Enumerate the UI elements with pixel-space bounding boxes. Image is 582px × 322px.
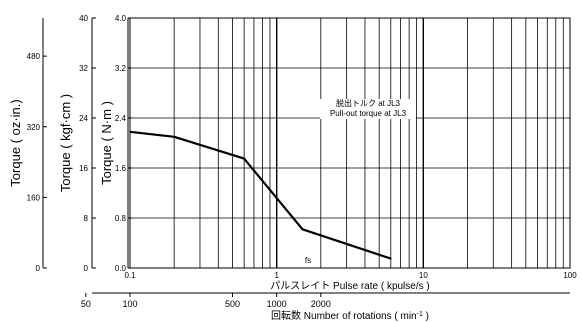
data-point <box>301 228 304 231</box>
annotation-pullout-jp: 脱出トルク at JL3 <box>336 98 401 108</box>
x-tick-label: 100 <box>563 271 577 280</box>
grid <box>129 17 571 269</box>
x-tick-label: 0.1 <box>124 271 136 280</box>
rotation-tick-label: 500 <box>225 299 240 309</box>
pullout-torque-line <box>129 130 392 260</box>
rotation-axis-label: 回転数 Number of rotations ( min-1 ) <box>271 309 429 322</box>
y-tick-label-nm: 2.4 <box>115 114 127 123</box>
plot-frame <box>129 17 571 269</box>
annotation-background <box>320 99 416 119</box>
x-axis: 0.1 1 10 100 <box>124 271 577 280</box>
rotation-tick-label: 1000 <box>267 299 287 309</box>
y-tick-label-nm: 3.2 <box>115 64 127 73</box>
x-tick-label: 1 <box>274 271 279 280</box>
x-axis-label: パルスレイト Pulse rate ( kpulse/s ) <box>270 280 429 292</box>
data-point <box>243 157 245 160</box>
annotation-fs: fs <box>305 256 311 265</box>
y-axis-label-kgfcm: Torque ( kgf·cm ) <box>58 94 73 192</box>
rotation-tick-label: 2000 <box>311 299 331 309</box>
rotation-axis-label-close: ) <box>423 311 429 322</box>
y-tick-label-kgfcm: 40 <box>79 14 88 23</box>
y-tick-label-kgfcm: 32 <box>79 64 88 73</box>
y-tick-label-kgfcm: 16 <box>79 164 88 173</box>
y-tick-label-nm: 0.8 <box>115 214 127 223</box>
y-tick-label-ozin: 480 <box>27 52 41 61</box>
annotation-pullout-en: Pull-out torque at JL3 <box>330 109 407 118</box>
rotation-tick-label: 100 <box>122 299 137 309</box>
data-point <box>173 135 175 138</box>
y-tick-label-nm: 0.0 <box>115 264 127 273</box>
y-axis-label-nm: Torque ( N·m ) <box>99 101 114 185</box>
series-layer <box>129 130 392 260</box>
rotation-axis-label-sup: -1 <box>417 311 423 318</box>
y-axis-label-ozin: Torque ( oz·in.) <box>8 99 23 186</box>
rotation-tick-label: 50 <box>81 299 91 309</box>
left-axes: 4.0 3.2 2.4 1.6 0.8 0.0 40 32 24 16 8 0 480 320 160 0 <box>27 14 132 273</box>
y-tick-label-ozin: 0 <box>36 264 41 273</box>
rotation-axis: 50 100 500 1000 2000 <box>81 292 570 309</box>
y-tick-label-nm: 4.0 <box>115 14 127 23</box>
y-tick-label-ozin: 160 <box>27 193 41 202</box>
y-tick-label-nm: 1.6 <box>115 164 127 173</box>
y-tick-label-kgfcm: 8 <box>84 214 89 223</box>
y-tick-label-kgfcm: 0 <box>84 264 89 273</box>
rotation-axis-label-prefix: 回転数 Number of rotations ( min <box>271 309 417 322</box>
data-point <box>129 130 131 133</box>
x-tick-label: 10 <box>419 271 428 280</box>
y-tick-label-kgfcm: 24 <box>79 114 88 123</box>
y-tick-label-ozin: 320 <box>27 123 41 132</box>
data-point <box>389 257 392 260</box>
